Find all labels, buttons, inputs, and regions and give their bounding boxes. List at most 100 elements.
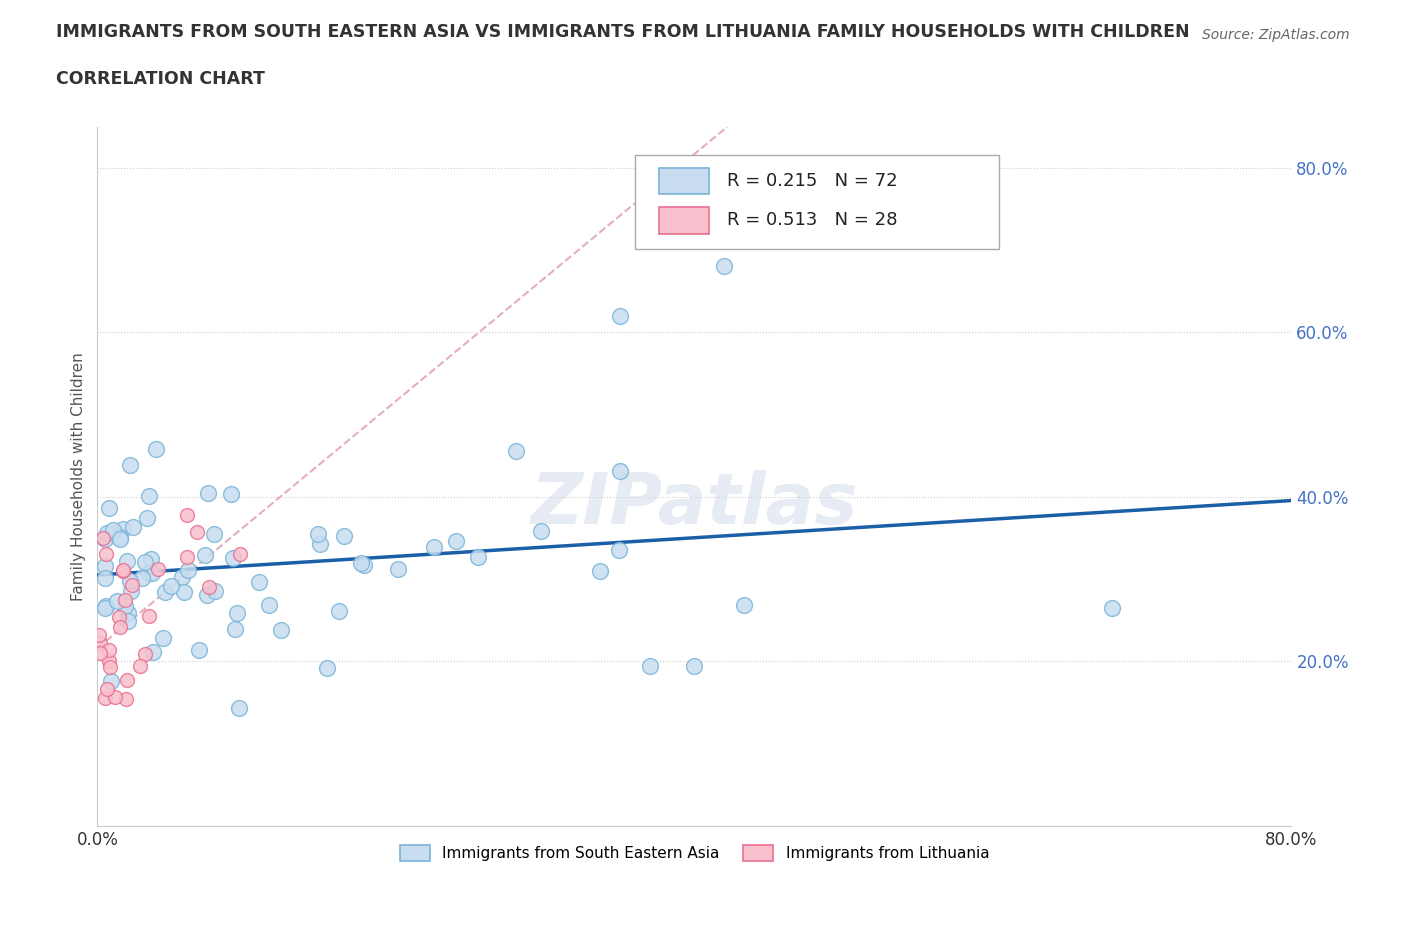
Point [121, 578, 143, 592]
Point [138, 608, 160, 623]
Point [173, 585, 195, 600]
Point [176, 550, 198, 565]
Point [94, 558, 117, 573]
Point [141, 565, 163, 580]
Point [96, 525, 118, 540]
Point [104, 690, 127, 705]
Point [170, 570, 193, 585]
Point [128, 658, 150, 673]
Point [120, 583, 142, 598]
Point [197, 485, 219, 500]
Point [89, 645, 111, 660]
Point [422, 539, 444, 554]
Point [155, 585, 177, 600]
Point [188, 643, 211, 658]
Point [198, 579, 221, 594]
Point [328, 604, 350, 618]
Point [177, 563, 200, 578]
Point [112, 564, 135, 578]
Point [609, 309, 631, 324]
Point [96, 681, 118, 696]
Point [114, 599, 136, 614]
Point [186, 525, 208, 539]
Point [87, 627, 110, 642]
Point [202, 526, 225, 541]
Point [117, 553, 139, 568]
FancyBboxPatch shape [658, 168, 709, 194]
Point [333, 528, 356, 543]
Point [353, 558, 375, 573]
Point [307, 526, 329, 541]
Point [221, 487, 243, 502]
Point [108, 531, 131, 546]
Point [142, 644, 165, 659]
Point [98, 643, 121, 658]
Point [94, 601, 117, 616]
Point [94, 531, 117, 546]
Point [589, 564, 612, 578]
Point [607, 543, 630, 558]
Text: ZIPatlas: ZIPatlas [530, 470, 858, 538]
Point [138, 566, 160, 581]
Point [204, 583, 226, 598]
Point [115, 672, 138, 687]
Point [120, 458, 142, 472]
Point [316, 660, 339, 675]
Point [115, 692, 138, 707]
Point [444, 533, 467, 548]
Point [135, 511, 157, 525]
Point [97, 500, 120, 515]
Point [91, 530, 114, 545]
Point [134, 647, 156, 662]
Text: R = 0.215   N = 72: R = 0.215 N = 72 [727, 172, 897, 190]
Point [114, 593, 136, 608]
Point [638, 658, 661, 673]
Point [89, 635, 111, 650]
Point [145, 441, 167, 456]
Point [176, 507, 198, 522]
Point [105, 593, 128, 608]
Point [138, 489, 160, 504]
Point [94, 571, 117, 586]
Point [117, 614, 139, 629]
Point [609, 463, 631, 478]
Point [112, 563, 135, 578]
FancyBboxPatch shape [658, 207, 709, 233]
Text: Source: ZipAtlas.com: Source: ZipAtlas.com [1202, 28, 1350, 42]
Point [117, 605, 139, 620]
Point [713, 259, 735, 274]
Point [467, 549, 489, 564]
Point [108, 619, 131, 634]
Point [96, 547, 118, 562]
Point [229, 546, 252, 561]
Point [108, 609, 131, 624]
Point [270, 623, 292, 638]
Point [134, 555, 156, 570]
Point [94, 691, 117, 706]
Point [226, 606, 249, 621]
Point [194, 548, 217, 563]
Point [98, 659, 121, 674]
Point [505, 444, 527, 458]
Y-axis label: Family Households with Children: Family Households with Children [72, 352, 86, 601]
Point [131, 571, 153, 586]
Point [249, 574, 271, 589]
Point [101, 523, 124, 538]
Point [222, 551, 245, 565]
FancyBboxPatch shape [634, 154, 998, 249]
Point [350, 556, 373, 571]
Text: R = 0.513   N = 28: R = 0.513 N = 28 [727, 211, 897, 230]
Point [309, 537, 332, 551]
Point [228, 700, 250, 715]
Point [387, 561, 409, 576]
Point [146, 562, 169, 577]
Point [530, 524, 553, 538]
Legend: Immigrants from South Eastern Asia, Immigrants from Lithuania: Immigrants from South Eastern Asia, Immi… [394, 839, 995, 868]
Point [100, 673, 122, 688]
Point [159, 578, 181, 593]
Text: IMMIGRANTS FROM SOUTH EASTERN ASIA VS IMMIGRANTS FROM LITHUANIA FAMILY HOUSEHOLD: IMMIGRANTS FROM SOUTH EASTERN ASIA VS IM… [56, 23, 1189, 41]
Point [224, 621, 246, 636]
Point [733, 598, 755, 613]
Point [195, 588, 218, 603]
Point [96, 599, 118, 614]
